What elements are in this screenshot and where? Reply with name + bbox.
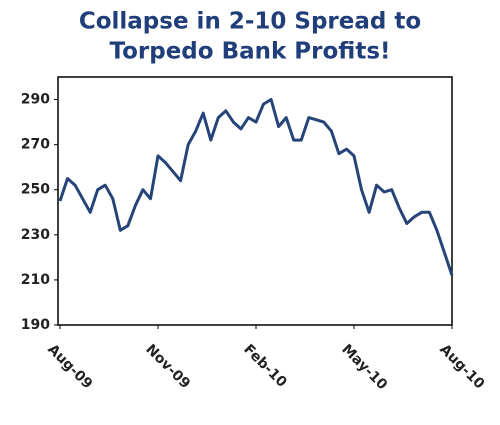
chart-title-line: Collapse in 2-10 Spread to [79,9,421,35]
y-tick-label: 270 [21,137,50,153]
x-tick-label: May-10 [338,341,390,393]
chart-title-line: Torpedo Bank Profits! [109,39,390,65]
y-tick-label: 250 [21,182,50,198]
x-tick-label: Nov-09 [142,341,193,392]
x-tick-label: Aug-09 [44,341,95,392]
y-tick-label: 210 [21,272,50,288]
y-tick-label: 290 [21,92,50,108]
y-tick-label: 190 [21,317,50,333]
plot-frame [57,76,453,326]
y-tick-label: 230 [21,227,50,243]
data-line [58,98,454,276]
x-tick-label: Feb-10 [240,341,290,391]
x-tick-label: Aug-10 [436,341,487,392]
